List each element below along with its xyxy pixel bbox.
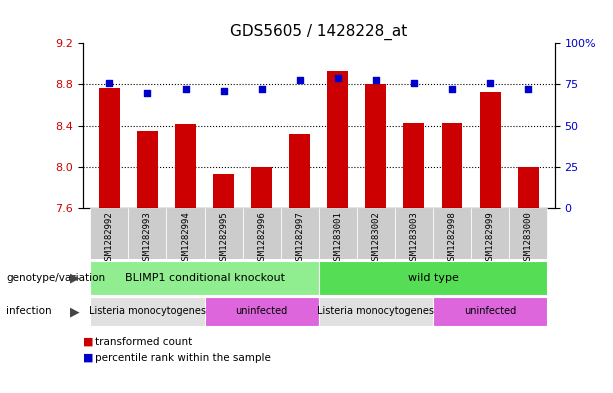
Bar <box>129 208 167 259</box>
Bar <box>90 208 129 259</box>
Point <box>257 86 267 93</box>
Bar <box>99 88 120 208</box>
Text: genotype/variation: genotype/variation <box>6 273 105 283</box>
Point <box>333 75 343 81</box>
Point <box>447 86 457 93</box>
Bar <box>137 131 158 208</box>
Text: GSM1282998: GSM1282998 <box>447 211 457 264</box>
Point <box>104 80 114 86</box>
Bar <box>167 208 205 259</box>
Point <box>524 86 533 93</box>
Bar <box>251 167 272 208</box>
Bar <box>90 261 319 295</box>
Bar <box>319 297 433 326</box>
Title: GDS5605 / 1428228_at: GDS5605 / 1428228_at <box>230 24 408 40</box>
Point <box>295 76 305 83</box>
Bar <box>319 261 547 295</box>
Bar <box>213 174 234 208</box>
Bar <box>243 208 281 259</box>
Text: Listeria monocytogenes: Listeria monocytogenes <box>318 307 435 316</box>
Bar <box>205 297 319 326</box>
Bar <box>395 208 433 259</box>
Text: ▶: ▶ <box>70 305 80 318</box>
Text: uninfected: uninfected <box>235 307 287 316</box>
Bar <box>327 71 348 208</box>
Text: ■: ■ <box>83 337 93 347</box>
Text: GSM1282996: GSM1282996 <box>257 211 266 264</box>
Text: ▶: ▶ <box>70 272 80 285</box>
Text: GSM1282999: GSM1282999 <box>485 211 495 264</box>
Text: GSM1282992: GSM1282992 <box>105 211 114 264</box>
Text: BLIMP1 conditional knockout: BLIMP1 conditional knockout <box>124 273 284 283</box>
Text: wild type: wild type <box>408 273 459 283</box>
Text: GSM1282993: GSM1282993 <box>143 211 152 264</box>
Text: GSM1282997: GSM1282997 <box>295 211 304 264</box>
Bar <box>509 208 547 259</box>
Point <box>409 80 419 86</box>
Text: Listeria monocytogenes: Listeria monocytogenes <box>89 307 206 316</box>
Bar <box>479 92 501 208</box>
Bar <box>90 297 205 326</box>
Bar <box>281 208 319 259</box>
Bar <box>289 134 310 208</box>
Bar <box>403 123 424 208</box>
Text: uninfected: uninfected <box>464 307 516 316</box>
Text: infection: infection <box>6 307 51 316</box>
Bar <box>357 208 395 259</box>
Text: GSM1283003: GSM1283003 <box>409 211 419 264</box>
Text: transformed count: transformed count <box>95 337 192 347</box>
Text: GSM1282994: GSM1282994 <box>181 211 190 264</box>
Point <box>181 86 191 93</box>
Point <box>219 88 229 94</box>
Text: percentile rank within the sample: percentile rank within the sample <box>95 353 271 363</box>
Bar <box>433 208 471 259</box>
Bar <box>319 208 357 259</box>
Bar <box>517 167 539 208</box>
Text: GSM1282995: GSM1282995 <box>219 211 228 264</box>
Point <box>371 76 381 83</box>
Bar <box>205 208 243 259</box>
Point <box>143 90 153 96</box>
Bar <box>175 124 196 208</box>
Text: ■: ■ <box>83 353 93 363</box>
Text: GSM1283002: GSM1283002 <box>371 211 380 264</box>
Bar <box>471 208 509 259</box>
Text: GSM1283000: GSM1283000 <box>524 211 533 264</box>
Point <box>485 80 495 86</box>
Bar <box>365 84 386 208</box>
Bar <box>433 297 547 326</box>
Text: GSM1283001: GSM1283001 <box>333 211 342 264</box>
Bar <box>441 123 462 208</box>
